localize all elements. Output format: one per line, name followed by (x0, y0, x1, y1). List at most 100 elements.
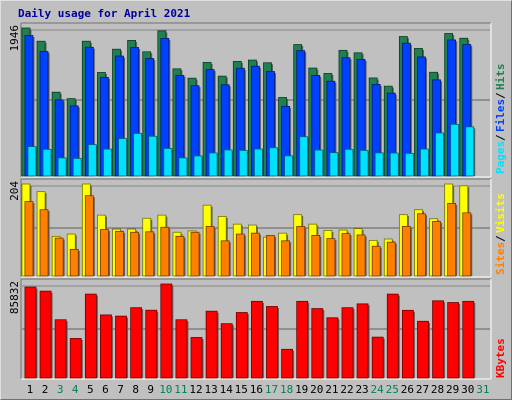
kbytes-bar-day-12 (190, 337, 203, 379)
day-label-25: 25 (386, 383, 399, 396)
kbytes-bar-day-2 (39, 290, 52, 379)
legend-top-hits: Hits (494, 64, 507, 91)
sites-bar-day-17 (266, 235, 275, 277)
pages-bar-day-15 (238, 150, 248, 177)
day-label-15: 15 (235, 383, 248, 396)
pages-bar-day-24 (374, 152, 384, 177)
sites-bar-day-1 (24, 201, 34, 277)
sites-bar-day-12 (190, 231, 200, 277)
pages-bar-day-3 (57, 157, 67, 177)
kbytes-bar-day-24 (371, 336, 384, 379)
day-label-4: 4 (72, 383, 79, 396)
sites-bar-day-25 (386, 241, 396, 277)
day-label-22: 22 (340, 383, 353, 396)
pages-bar-day-7 (118, 138, 127, 177)
sites-bar-day-20 (311, 235, 321, 277)
pages-bar-day-16 (253, 148, 263, 177)
kbytes-bar-day-10 (160, 283, 173, 379)
day-label-7: 7 (117, 383, 124, 396)
day-label-27: 27 (416, 383, 429, 396)
pages-bar-day-10 (163, 148, 173, 177)
kbytes-bar-day-1 (24, 286, 37, 379)
sites-bar-day-4 (69, 248, 79, 277)
pages-bar-day-27 (420, 148, 429, 177)
day-label-3: 3 (57, 383, 64, 396)
pages-bar-day-14 (223, 149, 233, 177)
day-label-21: 21 (325, 383, 338, 396)
day-label-8: 8 (132, 383, 139, 396)
day-label-5: 5 (87, 383, 94, 396)
kbytes-bar-day-3 (54, 319, 67, 379)
kbytes-bar-day-5 (84, 293, 97, 379)
kbytes-bar-day-21 (326, 317, 339, 379)
sites-bar-day-23 (356, 234, 366, 277)
sites-bar-day-11 (175, 235, 185, 277)
day-label-30: 30 (461, 383, 474, 396)
day-label-13: 13 (204, 383, 217, 396)
legend-middle-separator: / (494, 235, 507, 242)
day-label-2: 2 (42, 383, 49, 396)
sites-bar-day-16 (250, 232, 260, 277)
pages-bar-day-9 (148, 135, 158, 177)
kbytes-bar-day-8 (130, 307, 143, 379)
sites-bar-day-8 (130, 231, 140, 277)
legend-top-files: Files (494, 99, 507, 132)
sites-bar-day-14 (220, 240, 230, 277)
sites-bar-day-27 (417, 213, 426, 277)
legend-top-separator: / (494, 92, 507, 99)
pages-bar-day-26 (404, 153, 414, 177)
day-label-10: 10 (159, 383, 172, 396)
kbytes-bar-day-11 (175, 319, 188, 379)
kbytes-bar-day-16 (250, 300, 263, 379)
kbytes-bar-day-14 (220, 323, 233, 379)
kbytes-bar-day-18 (281, 348, 293, 379)
kbytes-bar-day-9 (145, 309, 158, 379)
sites-bar-day-13 (205, 225, 215, 277)
sites-bar-day-22 (341, 233, 351, 277)
kbytes-bar-day-19 (296, 300, 309, 379)
kbytes-bar-day-23 (356, 303, 369, 379)
kbytes-bar-day-27 (417, 320, 429, 379)
sites-bar-day-28 (432, 221, 441, 277)
sites-bar-day-5 (84, 195, 94, 277)
pages-bar-day-20 (314, 149, 324, 177)
pages-bar-day-22 (344, 148, 354, 177)
pages-bar-day-29 (450, 123, 460, 177)
sites-bar-day-9 (145, 231, 155, 277)
day-label-1: 1 (27, 383, 34, 396)
day-label-28: 28 (431, 383, 444, 396)
day-label-18: 18 (280, 383, 293, 396)
legend-middle-visits: Visits (494, 193, 507, 233)
day-label-29: 29 (446, 383, 459, 396)
kbytes-bar-day-22 (341, 307, 354, 379)
kbytes-bar-day-7 (115, 315, 127, 379)
day-label-11: 11 (174, 383, 187, 396)
pages-bar-day-25 (389, 152, 399, 177)
sites-bar-day-19 (296, 225, 306, 277)
pages-bar-day-23 (359, 150, 369, 177)
pages-bar-day-2 (42, 148, 52, 177)
sites-bar-day-24 (371, 245, 381, 277)
legend-top-pages: Pages (494, 141, 507, 174)
pages-bar-day-21 (329, 152, 339, 177)
kbytes-panel-ymax-label: 85832 (8, 281, 21, 314)
day-label-31: 31 (476, 383, 489, 396)
sites-bar-day-10 (160, 226, 170, 277)
day-label-9: 9 (147, 383, 154, 396)
chart-title: Daily usage for April 2021 (18, 7, 191, 20)
day-label-26: 26 (401, 383, 414, 396)
sites-bar-day-3 (54, 237, 64, 277)
kbytes-bar-day-26 (401, 309, 414, 379)
kbytes-bar-day-20 (311, 308, 324, 379)
kbytes-bar-day-15 (235, 312, 248, 379)
sites-bar-day-18 (281, 240, 290, 277)
kbytes-bar-day-4 (69, 338, 82, 379)
pages-bar-day-12 (193, 155, 203, 177)
kbytes-bar-day-30 (462, 300, 475, 379)
pages-bar-day-6 (103, 148, 112, 177)
legend-bottom-kbytes: KBytes (494, 338, 507, 378)
legend-middle-sites: Sites (494, 242, 507, 275)
pages-bar-day-28 (435, 132, 444, 177)
day-label-24: 24 (371, 383, 385, 396)
